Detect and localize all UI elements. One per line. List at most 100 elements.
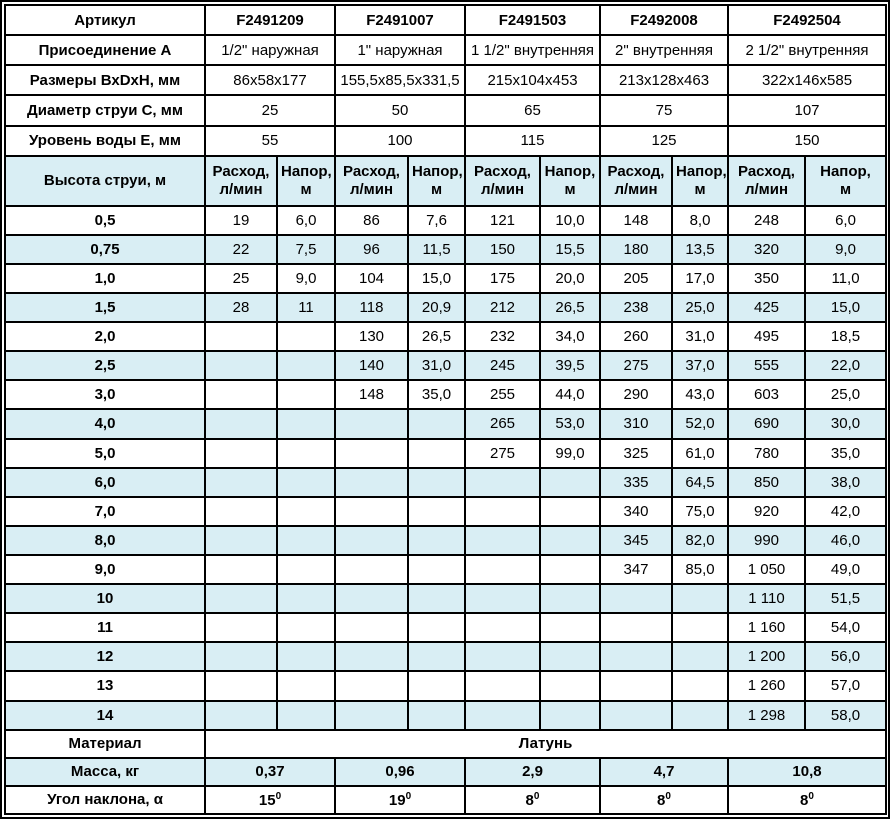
angle-degree-sup: 0 <box>808 790 814 802</box>
angle-value: 80 <box>599 784 729 816</box>
material-value: Латунь <box>204 728 887 759</box>
head-cell <box>539 553 601 586</box>
head-cell <box>539 495 601 527</box>
flow-cell <box>334 437 409 469</box>
flow-cell: 25 <box>204 262 278 295</box>
head-cell <box>539 641 601 673</box>
spec-value: 115 <box>464 124 601 157</box>
flow-cell <box>334 495 409 527</box>
flow-cell: 248 <box>727 204 806 236</box>
flow-cell <box>204 321 278 353</box>
angle-value: 150 <box>204 784 336 816</box>
jet-data-row: 13 1 260 57,0 <box>4 670 887 702</box>
spec-value: 1/2" наружная <box>204 34 336 67</box>
jet-data-row: 2,0 130 26,5 232 34,0 260 31,0 495 18,5 <box>4 321 887 353</box>
flow-cell <box>599 583 673 615</box>
flow-column-header: Расход, л/мин <box>334 154 409 207</box>
flow-cell <box>464 699 541 731</box>
head-cell: 6,0 <box>276 204 336 236</box>
flow-cell: 690 <box>727 408 806 440</box>
head-cell: 30,0 <box>804 408 887 440</box>
head-cell <box>407 583 466 615</box>
mass-row: Масса, кг 0,37 0,96 2,9 4,7 10,8 <box>4 756 887 787</box>
head-cell: 13,5 <box>671 233 729 265</box>
jet-height-value: 3,0 <box>4 379 206 411</box>
jet-data-row: 5,0 275 99,0 325 61,0 780 35,0 <box>4 437 887 469</box>
flow-cell: 130 <box>334 321 409 353</box>
flow-cell <box>464 524 541 556</box>
head-cell: 9,0 <box>276 262 336 295</box>
flow-column-header: Расход, л/мин <box>204 154 278 207</box>
head-cell: 7,5 <box>276 233 336 265</box>
head-column-header: Напор, м <box>407 154 466 207</box>
head-cell: 75,0 <box>671 495 729 527</box>
head-cell <box>276 699 336 731</box>
head-cell <box>671 612 729 644</box>
flow-cell <box>464 553 541 586</box>
head-cell <box>276 583 336 615</box>
head-cell <box>407 612 466 644</box>
flow-cell: 104 <box>334 262 409 295</box>
flow-cell: 780 <box>727 437 806 469</box>
jet-data-row: 14 1 298 58,0 <box>4 699 887 731</box>
head-cell <box>276 553 336 586</box>
head-cell <box>539 524 601 556</box>
head-cell <box>276 466 336 498</box>
jet-height-value: 6,0 <box>4 466 206 498</box>
product-spec-table: Артикул F2491209 F2491007 F2491503 F2492008 F… <box>4 3 887 816</box>
head-cell: 17,0 <box>671 262 729 295</box>
jet-height-value: 2,5 <box>4 350 206 382</box>
flow-cell: 850 <box>727 466 806 498</box>
head-cell: 51,5 <box>804 583 887 615</box>
flow-cell: 275 <box>464 437 541 469</box>
spec-value: 1 1/2" внутренняя <box>464 34 601 67</box>
head-column-header: Напор, м <box>804 154 887 207</box>
flow-cell <box>334 670 409 702</box>
head-cell: 44,0 <box>539 379 601 411</box>
spec-value: 322x146x585 <box>727 64 887 97</box>
head-cell <box>407 641 466 673</box>
jet-height-value: 2,0 <box>4 321 206 353</box>
head-cell: 15,5 <box>539 233 601 265</box>
head-cell: 15,0 <box>407 262 466 295</box>
jet-height-value: 8,0 <box>4 524 206 556</box>
jet-data-row: 1,5 28 11 118 20,9 212 26,5 238 25,0 425 15,0 <box>4 291 887 324</box>
mass-value: 2,9 <box>464 756 601 787</box>
jet-height-value: 11 <box>4 612 206 644</box>
flow-cell: 238 <box>599 291 673 324</box>
flow-cell <box>334 524 409 556</box>
jet-data-row: 12 1 200 56,0 <box>4 641 887 673</box>
head-cell <box>539 466 601 498</box>
head-cell: 39,5 <box>539 350 601 382</box>
flow-cell: 22 <box>204 233 278 265</box>
jet-height-value: 5,0 <box>4 437 206 469</box>
flow-cell: 19 <box>204 204 278 236</box>
head-cell <box>407 408 466 440</box>
angle-degree-sup: 0 <box>405 790 412 802</box>
flow-cell: 212 <box>464 291 541 324</box>
jet-data-row: 6,0 335 64,5 850 38,0 <box>4 466 887 498</box>
spec-value: 75 <box>599 94 729 127</box>
head-cell: 10,0 <box>539 204 601 236</box>
jet-height-value: 0,75 <box>4 233 206 265</box>
spec-row-label: Присоединение А <box>4 34 206 67</box>
head-cell <box>276 408 336 440</box>
head-cell: 31,0 <box>407 350 466 382</box>
head-cell <box>671 670 729 702</box>
flow-cell: 1 260 <box>727 670 806 702</box>
head-cell: 6,0 <box>804 204 887 236</box>
flow-cell <box>204 437 278 469</box>
spec-value: 155,5x85,5x331,5 <box>334 64 466 97</box>
flow-cell <box>599 641 673 673</box>
flow-cell <box>464 612 541 644</box>
jet-data-row: 10 1 110 51,5 <box>4 583 887 615</box>
mass-value: 4,7 <box>599 756 729 787</box>
flow-cell: 350 <box>727 262 806 295</box>
jet-height-value: 1,5 <box>4 291 206 324</box>
flow-cell: 121 <box>464 204 541 236</box>
head-cell: 20,0 <box>539 262 601 295</box>
flow-cell: 1 200 <box>727 641 806 673</box>
flow-cell: 96 <box>334 233 409 265</box>
flow-cell: 310 <box>599 408 673 440</box>
jet-data-row: 9,0 347 85,0 1 050 49,0 <box>4 553 887 586</box>
